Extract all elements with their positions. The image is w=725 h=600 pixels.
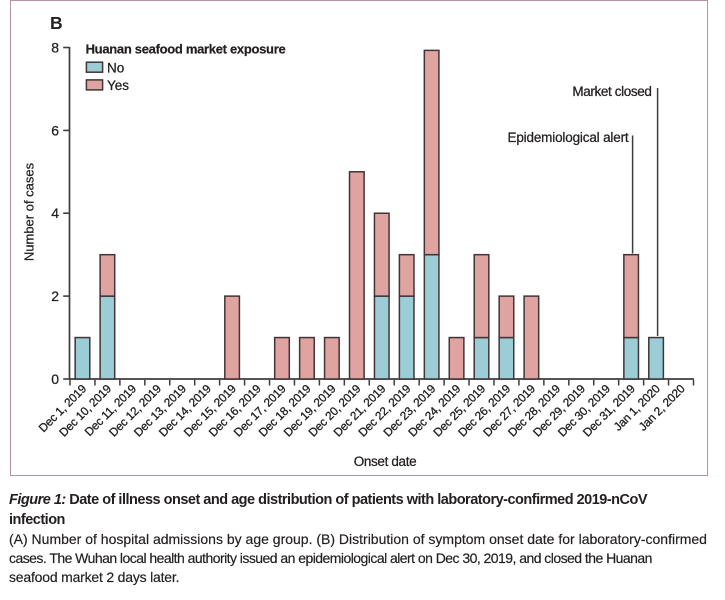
svg-text:4: 4: [51, 205, 59, 221]
svg-text:Yes: Yes: [107, 78, 129, 93]
svg-text:8: 8: [51, 40, 59, 56]
svg-text:Onset date: Onset date: [354, 454, 417, 469]
svg-text:Huanan seafood market exposure: Huanan seafood market exposure: [86, 42, 286, 57]
svg-text:6: 6: [51, 122, 59, 138]
svg-text:0: 0: [51, 371, 59, 387]
svg-text:2: 2: [51, 288, 59, 304]
svg-text:B: B: [50, 13, 63, 33]
svg-text:Number of cases: Number of cases: [22, 162, 37, 261]
svg-text:Market closed: Market closed: [572, 84, 651, 99]
svg-text:Epidemiological alert: Epidemiological alert: [508, 130, 629, 145]
svg-text:No: No: [107, 60, 124, 75]
